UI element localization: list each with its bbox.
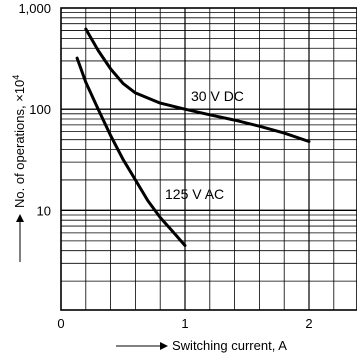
x-tick-label-2: 2 <box>305 316 312 331</box>
y-axis-label-group: No. of operations, ×104 <box>11 75 27 262</box>
y-axis-arrow-head <box>16 214 24 222</box>
series-line-30v-dc <box>84 27 311 143</box>
y-tick-labels: 1,000 100 10 <box>18 1 51 218</box>
x-axis-label-group: Switching current, A <box>116 338 287 353</box>
series-group <box>75 27 311 247</box>
x-tick-label-1: 1 <box>181 316 188 331</box>
x-tick-labels: 0 1 2 <box>57 316 312 331</box>
y-axis-label-exponent: 4 <box>11 75 21 80</box>
grid <box>61 8 357 310</box>
series-label-30v-dc: 30 V DC <box>191 88 244 104</box>
x-axis-arrow-head <box>160 342 168 350</box>
x-axis-label: Switching current, A <box>172 338 287 353</box>
y-tick-label-10: 10 <box>37 203 51 218</box>
y-tick-label-100: 100 <box>29 102 51 117</box>
plot-frame <box>60 7 357 311</box>
x-tick-label-0: 0 <box>57 316 64 331</box>
series-line-125v-ac <box>75 56 187 247</box>
series-label-125v-ac: 125 V AC <box>165 186 224 202</box>
y-axis-label: No. of operations, ×104 <box>11 75 27 208</box>
y-axis-label-text: No. of operations, ×10 <box>12 80 27 208</box>
y-tick-label-1000: 1,000 <box>18 1 51 16</box>
